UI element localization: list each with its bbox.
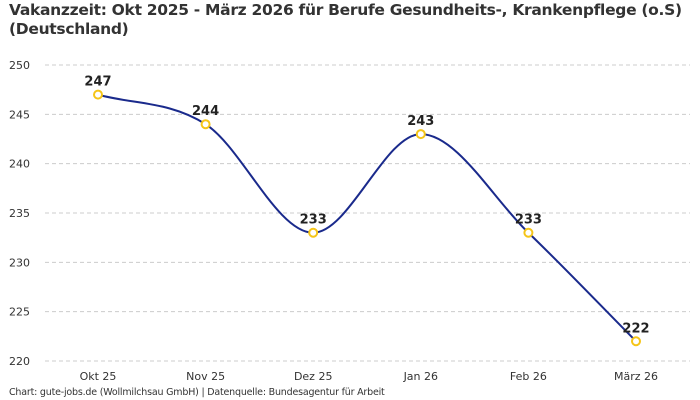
chart-footer: Chart: gute-jobs.de (Wollmilchsau GmbH) … bbox=[9, 387, 385, 398]
x-tick-label: Okt 25 bbox=[80, 370, 117, 383]
y-tick-label: 240 bbox=[9, 158, 30, 171]
data-point bbox=[200, 119, 211, 130]
data-point bbox=[308, 227, 319, 238]
x-tick-label: Jan 26 bbox=[403, 370, 438, 383]
data-label: 233 bbox=[300, 213, 327, 228]
y-tick-label: 250 bbox=[9, 59, 30, 72]
data-label: 222 bbox=[622, 321, 649, 336]
data-point bbox=[523, 227, 534, 238]
x-tick-label: Nov 25 bbox=[186, 370, 225, 383]
data-label: 233 bbox=[515, 213, 542, 228]
series-line bbox=[97, 93, 637, 342]
y-tick-label: 235 bbox=[9, 207, 30, 220]
data-point bbox=[93, 89, 103, 100]
y-tick-label: 230 bbox=[9, 256, 30, 269]
chart-title: Vakanzzeit: Okt 2025 - März 2026 für Ber… bbox=[9, 1, 682, 38]
x-tick-label: März 26 bbox=[614, 370, 658, 383]
data-label: 247 bbox=[84, 75, 111, 90]
data-point bbox=[631, 336, 641, 347]
y-tick-label: 225 bbox=[9, 306, 30, 319]
x-tick-label: Dez 25 bbox=[294, 370, 333, 383]
data-label: 243 bbox=[407, 114, 434, 129]
x-tick-label: Feb 26 bbox=[510, 370, 547, 383]
y-tick-label: 245 bbox=[9, 108, 30, 121]
data-point bbox=[415, 129, 426, 140]
data-label: 244 bbox=[192, 104, 219, 119]
y-tick-label: 220 bbox=[9, 355, 30, 368]
